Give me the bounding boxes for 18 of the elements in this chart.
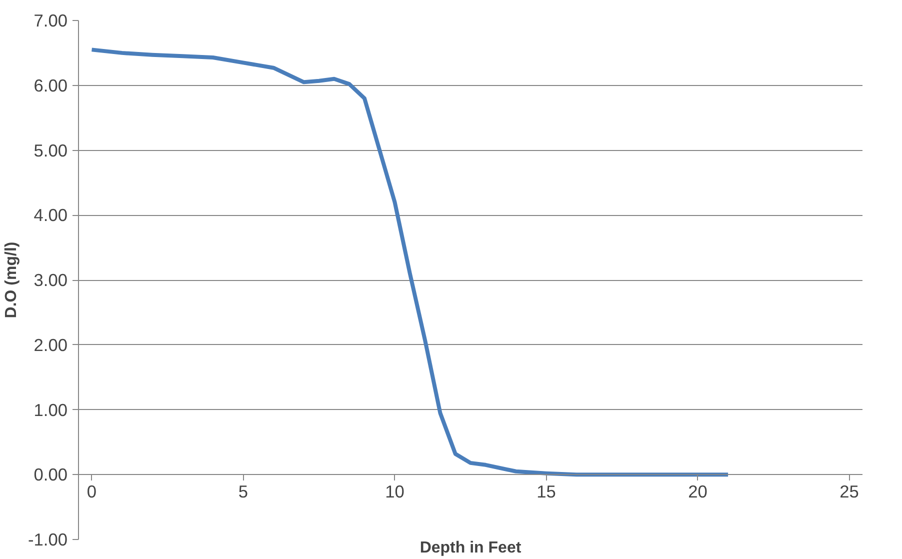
x-tick-label: 0	[86, 482, 97, 502]
y-tick-label: 4.00	[34, 205, 68, 226]
y-tick-label: 3.00	[34, 270, 68, 290]
y-tick-label: 6.00	[34, 75, 68, 96]
x-axis-title: Depth in Feet	[420, 540, 522, 556]
y-tick-label: -1.00	[28, 530, 68, 550]
x-tick-label: 20	[688, 482, 708, 502]
y-axis-title: D.O (mg/l)	[3, 242, 20, 318]
y-tick-label: 1.00	[34, 400, 68, 420]
y-tick-label: 5.00	[34, 140, 68, 160]
x-tick-label: 10	[385, 482, 404, 502]
y-tick-label: 7.00	[34, 10, 68, 30]
x-tick-label: 15	[536, 482, 556, 502]
x-tick-label: 25	[840, 482, 859, 502]
y-tick-label: 2.00	[34, 334, 68, 355]
y-tick-label: 0.00	[34, 464, 68, 485]
line-series	[90, 48, 730, 477]
x-tick-label: 5	[238, 482, 248, 502]
